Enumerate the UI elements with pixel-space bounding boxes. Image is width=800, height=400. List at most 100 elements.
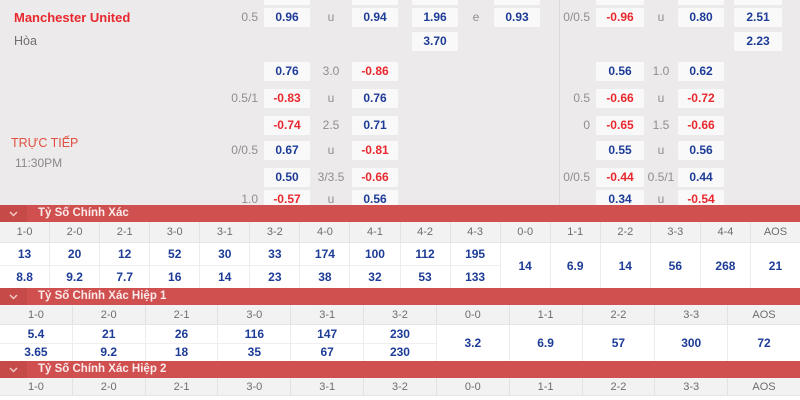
score-odds-column: 14 (601, 243, 651, 288)
chevron-down-icon[interactable] (0, 205, 27, 222)
section-header-band: Tỷ Số Chính Xác (0, 205, 800, 222)
section-header-band: Tỷ Số Chính Xác Hiệp 2 (0, 361, 800, 378)
odds-value-cell[interactable]: 2.23 (734, 32, 782, 51)
odds-value-cell[interactable]: -0.83 (264, 89, 310, 108)
odds-value-cell[interactable]: -0.81 (352, 141, 398, 160)
section-title: Tỷ Số Chính Xác (38, 207, 129, 219)
score-odds-column: 6.9 (510, 325, 583, 361)
score-odds-cell[interactable]: 38 (318, 270, 332, 284)
score-odds-column: 5.4 3.65 (0, 325, 73, 361)
score-odds-cell[interactable]: 195 (450, 243, 500, 266)
odds-row: 0.5/1 -0.83 u 0.76 0.5 -0.66 u -0.72 (0, 89, 800, 108)
score-odds-cell[interactable]: 21 (72, 325, 145, 344)
odds-value-cell[interactable]: 0.94 (352, 8, 398, 27)
score-odds-cell[interactable]: 57 (611, 336, 626, 350)
score-odds-cell[interactable]: 32 (368, 270, 382, 284)
score-odds-cell[interactable]: 230 (389, 345, 410, 360)
odds-value-cell[interactable]: -0.74 (264, 116, 310, 135)
score-odds-cell[interactable]: 26 (145, 325, 218, 344)
score-odds-cell[interactable]: 133 (465, 270, 486, 284)
live-status-label: TRỰC TIẾP (11, 136, 79, 150)
score-odds-column: 30 14 (200, 243, 251, 288)
odds-value-cell[interactable]: -0.86 (352, 62, 398, 81)
score-odds-cell[interactable]: 6.9 (566, 258, 584, 273)
handicap-label: 0.5 (573, 91, 590, 105)
score-odds-cell[interactable]: 100 (350, 243, 400, 266)
score-odds-cell[interactable]: 23 (268, 270, 282, 284)
score-odds-cell[interactable]: 14 (518, 258, 532, 273)
odds-value-cell[interactable]: -0.66 (352, 168, 398, 187)
handicap-label: u (657, 10, 665, 24)
score-column-header: 2-1 (146, 305, 219, 324)
odds-value-cell[interactable]: -0.54 (678, 190, 724, 209)
score-odds-cell[interactable]: 33 (250, 243, 300, 266)
score-odds-cell[interactable]: 5.4 (0, 325, 72, 344)
score-odds-cell[interactable]: 9.2 (100, 345, 118, 360)
score-odds-cell[interactable]: 12 (100, 243, 150, 266)
score-odds-column: 26 18 (145, 325, 219, 361)
score-odds-cell[interactable]: 52 (150, 243, 200, 266)
score-odds-cell[interactable]: 16 (168, 270, 182, 284)
score-odds-cell[interactable]: 6.9 (537, 336, 554, 350)
odds-value-cell[interactable]: 0.80 (678, 8, 724, 27)
odds-value-cell[interactable]: 0.93 (494, 8, 540, 27)
odds-value-cell[interactable]: -0.44 (596, 168, 644, 187)
score-odds-cell[interactable]: 112 (400, 243, 450, 266)
odds-value-cell[interactable]: 3.70 (412, 32, 458, 51)
score-odds-cell[interactable]: 14 (218, 270, 232, 284)
odds-value-cell[interactable]: -0.96 (596, 8, 644, 27)
chevron-down-icon[interactable] (0, 288, 27, 305)
score-odds-cell[interactable]: 230 (364, 325, 436, 344)
odds-value-cell[interactable]: -0.66 (678, 116, 724, 135)
odds-value-cell[interactable]: 0.76 (264, 62, 310, 81)
odds-value-cell[interactable]: -0.57 (264, 190, 310, 209)
score-odds-cell[interactable]: 53 (418, 270, 432, 284)
odds-value-cell[interactable]: 0.56 (352, 190, 398, 209)
score-odds-cell[interactable]: 9.2 (66, 270, 83, 284)
score-odds-cell[interactable]: 30 (200, 243, 250, 266)
score-odds-cell[interactable]: 21 (768, 258, 783, 273)
correct-score-sections: Tỷ Số Chính Xác 1-0 2-0 2-1 3-0 3-1 3-2 4-0 4-1 4… (0, 205, 800, 396)
score-odds-cell[interactable]: 20 (50, 243, 100, 266)
odds-value-cell[interactable]: 0.96 (264, 8, 310, 27)
score-column-headers: 1-0 2-0 2-1 3-0 3-1 3-2 0-0 1-1 2-2 3-3 AOS (0, 378, 800, 396)
odds-value-cell[interactable]: 0.34 (596, 190, 644, 209)
score-odds-cell[interactable]: 116 (218, 325, 291, 344)
score-odds-cell[interactable]: 14 (618, 258, 632, 273)
score-odds-cell[interactable]: 7.7 (116, 270, 133, 284)
score-odds-column: 56 (651, 243, 701, 288)
odds-value-cell[interactable]: -0.65 (596, 116, 644, 135)
score-odds-cell[interactable]: 35 (247, 345, 262, 360)
score-odds-cell[interactable]: 72 (757, 336, 771, 350)
odds-value-cell[interactable]: 0.71 (352, 116, 398, 135)
handicap-label: u (327, 192, 335, 206)
score-column-header: 3-2 (364, 378, 437, 395)
score-odds-cell[interactable]: 18 (174, 345, 189, 360)
odds-value-cell[interactable]: 0.44 (678, 168, 724, 187)
score-odds-cell[interactable]: 174 (300, 243, 350, 266)
odds-value-cell[interactable]: 0.56 (596, 62, 644, 81)
odds-value-cell[interactable]: 1.96 (412, 8, 458, 27)
score-column-headers: 1-0 2-0 2-1 3-0 3-1 3-2 4-0 4-1 4-2 4-3 0-0 1-1 2-2 3… (0, 222, 800, 243)
odds-value-cell[interactable]: 0.76 (352, 89, 398, 108)
odds-value-cell[interactable]: -0.72 (678, 89, 724, 108)
odds-value-cell[interactable]: -0.66 (596, 89, 644, 108)
score-odds-cell[interactable]: 67 (320, 345, 334, 360)
odds-value-cell[interactable]: 0.50 (264, 168, 310, 187)
odds-value-cell[interactable]: 0.55 (596, 141, 644, 160)
chevron-down-icon[interactable] (0, 361, 27, 378)
score-odds-cell[interactable]: 56 (668, 258, 683, 273)
odds-value-cell[interactable]: 0.62 (678, 62, 724, 81)
score-column-header: 3-1 (291, 378, 365, 395)
score-odds-cell[interactable]: 147 (291, 325, 364, 344)
score-odds-cell[interactable]: 3.65 (24, 345, 48, 360)
odds-value-cell[interactable]: 0.56 (678, 141, 724, 160)
score-odds-cell[interactable]: 268 (715, 258, 736, 273)
odds-value-cell[interactable]: 0.67 (264, 141, 310, 160)
handicap-label: 0/0.5 (563, 10, 590, 24)
score-odds-cell[interactable]: 13 (0, 243, 50, 266)
score-odds-cell[interactable]: 300 (681, 336, 702, 350)
score-odds-cell[interactable]: 3.2 (464, 336, 482, 350)
odds-value-cell[interactable]: 2.51 (734, 8, 782, 27)
score-odds-cell[interactable]: 8.8 (16, 270, 33, 284)
